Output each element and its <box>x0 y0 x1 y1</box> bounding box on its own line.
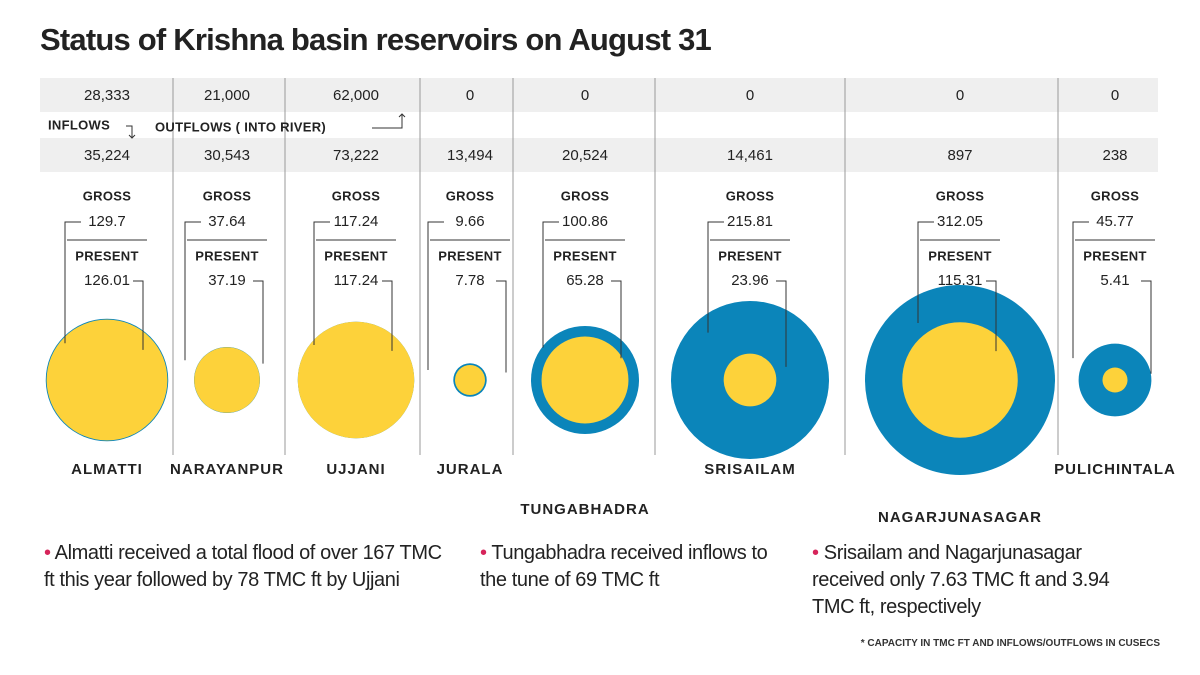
footnote: * CAPACITY IN TMC FT AND INFLOWS/OUTFLOW… <box>860 638 1160 649</box>
gross-value: 9.66 <box>455 213 484 230</box>
connector <box>917 221 934 323</box>
present-circle <box>194 347 260 413</box>
reservoir-name: UJJANI <box>326 461 385 478</box>
legend-label: OUTFLOWS ( INTO RIVER) <box>155 119 326 134</box>
present-label: PRESENT <box>928 248 992 263</box>
connector <box>64 221 81 344</box>
present-value: 5.41 <box>1100 272 1129 289</box>
gross-value: 37.64 <box>208 213 246 230</box>
reservoir-name: PULICHINTALA <box>1054 461 1176 478</box>
gross-label: GROSS <box>446 188 494 203</box>
connector <box>1141 280 1152 374</box>
reservoir-name: JURALA <box>437 461 504 478</box>
connector <box>707 221 724 333</box>
note-text: Tungabhadra received inflows to the tune… <box>480 542 768 591</box>
reservoir-name: ALMATTI <box>71 461 143 478</box>
connector <box>382 280 393 351</box>
inflow-value: 30,543 <box>204 147 250 164</box>
note: • Tungabhadra received inflows to the tu… <box>480 542 768 591</box>
legend-arrow <box>372 113 406 129</box>
inflow-value: 13,494 <box>447 147 493 164</box>
connector <box>1072 221 1089 359</box>
connector <box>986 280 997 352</box>
connector <box>776 280 787 367</box>
outflow-value: 28,333 <box>84 87 130 104</box>
outflow-band <box>40 78 1158 112</box>
connector <box>611 280 622 359</box>
outflow-value: 0 <box>956 87 964 104</box>
outflow-value: 62,000 <box>333 87 379 104</box>
present-circle <box>46 319 168 441</box>
inflow-value: 35,224 <box>84 147 130 164</box>
legend-label: INFLOWS <box>48 117 110 132</box>
gross-label: GROSS <box>203 188 251 203</box>
present-circle <box>723 353 777 407</box>
gross-label: GROSS <box>936 188 984 203</box>
present-circle <box>902 322 1018 438</box>
reservoir-name: SRISAILAM <box>704 461 796 478</box>
present-circle <box>297 321 415 439</box>
reservoir-name: TUNGABHADRA <box>520 501 649 518</box>
present-value: 65.28 <box>566 272 604 289</box>
connector <box>313 221 330 346</box>
present-circle <box>541 336 629 424</box>
present-label: PRESENT <box>75 248 139 263</box>
present-label: PRESENT <box>718 248 782 263</box>
note-text: Almatti received a total flood of over 1… <box>44 542 442 591</box>
reservoir-name: NARAYANPUR <box>170 461 284 478</box>
gross-label: GROSS <box>83 188 131 203</box>
present-value: 23.96 <box>731 272 769 289</box>
gross-label: GROSS <box>561 188 609 203</box>
inflow-value: 20,524 <box>562 147 608 164</box>
present-value: 37.19 <box>208 272 246 289</box>
present-label: PRESENT <box>324 248 388 263</box>
present-circle <box>454 364 486 396</box>
present-circle <box>1102 367 1128 393</box>
outflow-value: 0 <box>466 87 474 104</box>
gross-value: 215.81 <box>727 213 773 230</box>
gross-value: 129.7 <box>88 213 126 230</box>
present-label: PRESENT <box>438 248 502 263</box>
gross-value: 117.24 <box>334 213 379 230</box>
present-label: PRESENT <box>553 248 617 263</box>
present-label: PRESENT <box>1083 248 1147 263</box>
gross-value: 312.05 <box>937 213 983 230</box>
present-value: 7.78 <box>455 272 484 289</box>
note: • Srisailam and Nagarjunasagar received … <box>812 542 1110 618</box>
gross-label: GROSS <box>332 188 380 203</box>
reservoir-name: NAGARJUNASAGAR <box>878 509 1042 526</box>
inflow-value: 14,461 <box>727 147 773 164</box>
inflow-band <box>40 138 1158 172</box>
gross-value: 100.86 <box>562 213 608 230</box>
inflow-value: 897 <box>947 147 972 164</box>
connector <box>133 280 144 350</box>
present-value: 115.31 <box>938 272 983 289</box>
present-value: 117.24 <box>334 272 379 289</box>
gross-label: GROSS <box>726 188 774 203</box>
outflow-value: 0 <box>581 87 589 104</box>
outflow-value: 0 <box>1111 87 1119 104</box>
note: • Almatti received a total flood of over… <box>44 542 442 591</box>
note-text: Srisailam and Nagarjunasagar received on… <box>812 542 1110 618</box>
legend-arrow <box>126 125 136 139</box>
outflow-value: 21,000 <box>204 87 250 104</box>
connector <box>184 221 201 361</box>
present-label: PRESENT <box>195 248 259 263</box>
present-value: 126.01 <box>84 272 130 289</box>
outflow-value: 0 <box>746 87 754 104</box>
gross-value: 45.77 <box>1096 213 1134 230</box>
inflow-value: 238 <box>1102 147 1127 164</box>
chart-title: Status of Krishna basin reservoirs on Au… <box>40 22 712 57</box>
connector <box>496 280 507 373</box>
gross-label: GROSS <box>1091 188 1139 203</box>
connector <box>542 221 559 348</box>
connector <box>427 221 444 370</box>
connector <box>253 280 264 364</box>
inflow-value: 73,222 <box>333 147 379 164</box>
